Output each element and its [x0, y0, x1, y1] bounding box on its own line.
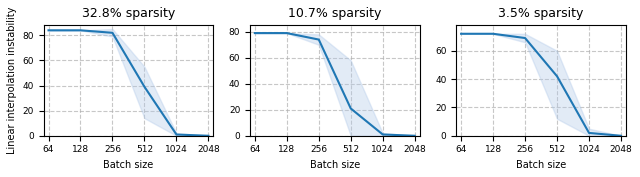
Title: 32.8% sparsity: 32.8% sparsity [82, 7, 175, 20]
X-axis label: Batch size: Batch size [310, 160, 360, 170]
Title: 10.7% sparsity: 10.7% sparsity [288, 7, 381, 20]
Title: 3.5% sparsity: 3.5% sparsity [499, 7, 584, 20]
Y-axis label: Linear interpolation instability: Linear interpolation instability [7, 7, 17, 154]
X-axis label: Batch size: Batch size [103, 160, 154, 170]
X-axis label: Batch size: Batch size [516, 160, 566, 170]
